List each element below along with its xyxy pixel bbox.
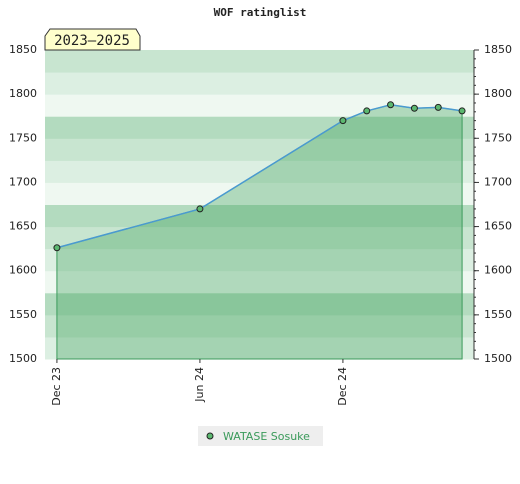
y-tick-label: 1550 [9,308,37,321]
y-tick-label: 1650 [9,220,37,233]
y2-tick-label: 1700 [484,175,512,188]
band [45,292,474,316]
legend-label: WATASE Sosuke [223,430,310,443]
legend-marker [206,432,214,440]
badge-text: 2023–2025 [54,33,130,49]
y-tick-label: 1700 [9,175,37,188]
band [45,270,474,294]
band [45,314,474,338]
y2-tick-label: 1650 [484,220,512,233]
point [387,101,395,109]
x-tick-label: Dec 24 [336,367,349,406]
y2-tick-label: 1500 [484,352,512,365]
band [45,138,474,161]
point [339,117,347,125]
y2-tick-label: 1750 [484,131,512,144]
y2-tick-label: 1600 [484,264,512,277]
y-tick-label: 1600 [9,264,37,277]
x-tick-label: Jun 24 [193,367,206,403]
y2-tick-label: 1800 [484,87,512,100]
point [196,205,204,213]
point [434,103,442,111]
band [45,116,474,139]
line [56,103,463,249]
x-tick-label: Dec 23 [50,367,63,406]
point [363,107,371,115]
y-tick-label: 1750 [9,131,37,144]
band [45,248,474,272]
y2-tick-label: 1550 [484,308,512,321]
point [53,244,61,252]
point [410,104,418,112]
y2-tick-label: 1850 [484,43,512,56]
point [458,107,466,115]
y-tick-label: 1850 [9,43,37,56]
chart-title: WOF ratinglist [214,6,307,19]
legend-box [198,426,323,446]
band [45,336,474,360]
y-tick-label: 1500 [9,352,37,365]
band [45,226,474,250]
band [45,72,474,95]
band [45,50,474,73]
badge-box [44,28,141,51]
y-tick-label: 1800 [9,87,37,100]
plot [53,101,466,360]
band [45,182,474,205]
